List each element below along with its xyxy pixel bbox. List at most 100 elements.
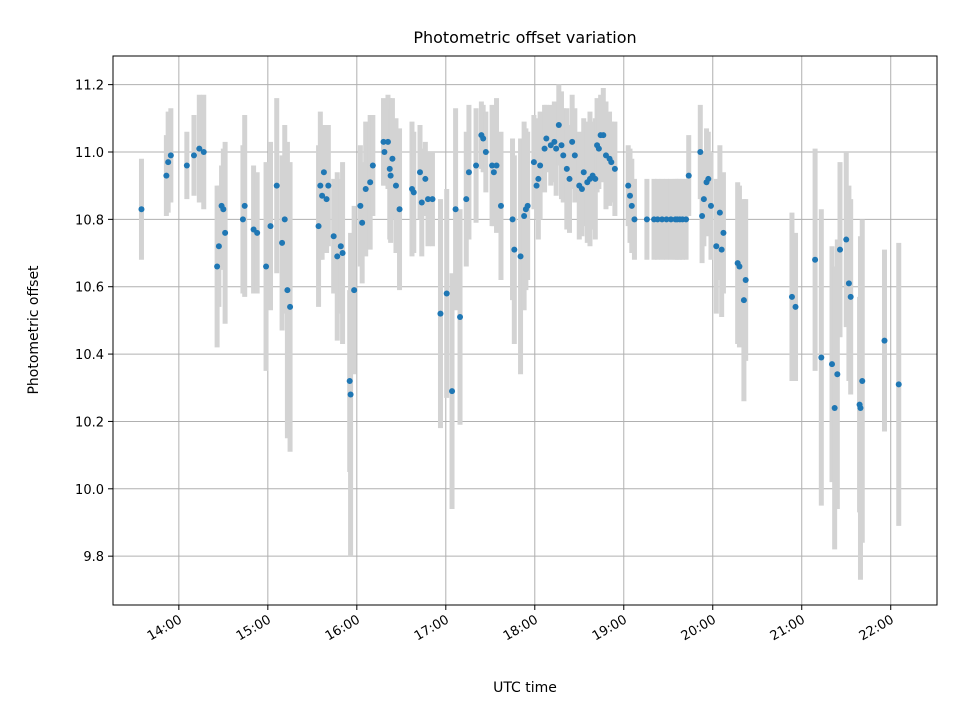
data-point: [386, 165, 393, 172]
data-point: [357, 202, 364, 209]
data-point: [429, 196, 436, 203]
data-points: [138, 122, 902, 411]
data-point: [895, 381, 902, 388]
data-point: [720, 229, 727, 236]
y-tick-label: 10.4: [75, 348, 104, 363]
data-point: [396, 206, 403, 213]
data-point: [608, 159, 615, 166]
data-point: [843, 236, 850, 243]
data-point: [284, 287, 291, 294]
y-tick-label: 9.8: [83, 550, 104, 565]
data-point: [697, 148, 704, 155]
data-point: [369, 162, 376, 169]
data-point: [138, 206, 145, 213]
data-point: [685, 172, 692, 179]
data-point: [533, 182, 540, 189]
data-point: [718, 246, 725, 253]
data-point: [241, 202, 248, 209]
data-point: [831, 404, 838, 411]
data-point: [425, 196, 432, 203]
data-point: [792, 303, 799, 310]
data-point: [183, 162, 190, 169]
data-point: [553, 145, 560, 152]
data-point: [569, 138, 576, 145]
data-point: [654, 216, 661, 223]
data-point: [578, 186, 585, 193]
data-point: [600, 132, 607, 139]
data-point: [716, 209, 723, 216]
data-point: [220, 206, 227, 213]
data-point: [281, 216, 288, 223]
data-point: [700, 196, 707, 203]
data-point: [418, 199, 425, 206]
data-point: [457, 314, 464, 321]
x-axis-label: UTC time: [493, 680, 557, 696]
data-point: [625, 182, 632, 189]
data-point: [857, 404, 864, 411]
data-point: [351, 287, 358, 294]
data-point: [317, 182, 324, 189]
data-point: [389, 155, 396, 162]
data-point: [881, 337, 888, 344]
data-point: [167, 152, 174, 159]
data-point: [713, 243, 720, 250]
data-point: [521, 212, 528, 219]
data-point: [287, 303, 294, 310]
data-point: [465, 169, 472, 176]
data-point: [667, 216, 674, 223]
data-point: [165, 159, 172, 166]
data-point: [497, 202, 504, 209]
data-point: [541, 145, 548, 152]
data-point: [493, 162, 500, 169]
data-point: [279, 239, 286, 246]
y-tick-label: 11.2: [75, 79, 104, 94]
data-point: [437, 310, 444, 317]
data-point: [163, 172, 170, 179]
data-point: [339, 250, 346, 257]
data-point: [563, 165, 570, 172]
chart-title: Photometric offset variation: [413, 28, 636, 47]
data-point: [818, 354, 825, 361]
data-point: [347, 391, 354, 398]
data-point: [740, 297, 747, 304]
data-point: [707, 202, 714, 209]
data-point: [628, 202, 635, 209]
data-point: [490, 169, 497, 176]
data-point: [334, 253, 341, 260]
data-point: [380, 138, 387, 145]
data-point: [509, 216, 516, 223]
data-point: [325, 182, 332, 189]
data-point: [362, 186, 369, 193]
data-point: [410, 189, 417, 196]
data-point: [742, 276, 749, 283]
data-point: [190, 152, 197, 159]
data-point: [422, 175, 429, 182]
data-point: [392, 182, 399, 189]
data-point: [580, 169, 587, 176]
data-point: [267, 223, 274, 230]
y-tick-label: 11.0: [75, 146, 104, 161]
data-point: [452, 206, 459, 213]
data-point: [315, 223, 322, 230]
data-point: [337, 243, 344, 250]
data-point: [595, 145, 602, 152]
data-point: [683, 216, 690, 223]
data-point: [837, 246, 844, 253]
y-axis-ticks: 9.8 10.0 10.2 10.4 10.6 10.8 11.0 11.2: [75, 79, 113, 565]
data-point: [631, 216, 638, 223]
data-point: [443, 290, 450, 297]
data-point: [524, 202, 531, 209]
data-point: [828, 361, 835, 368]
data-point: [416, 169, 423, 176]
data-point: [847, 293, 854, 300]
data-point: [566, 175, 573, 182]
data-point: [480, 135, 487, 142]
data-point: [571, 152, 578, 159]
plot-frame: [112, 55, 938, 606]
data-point: [560, 152, 567, 159]
data-point: [320, 169, 327, 176]
data-point: [319, 192, 326, 199]
data-point: [359, 219, 366, 226]
y-tick-label: 10.2: [75, 415, 104, 430]
